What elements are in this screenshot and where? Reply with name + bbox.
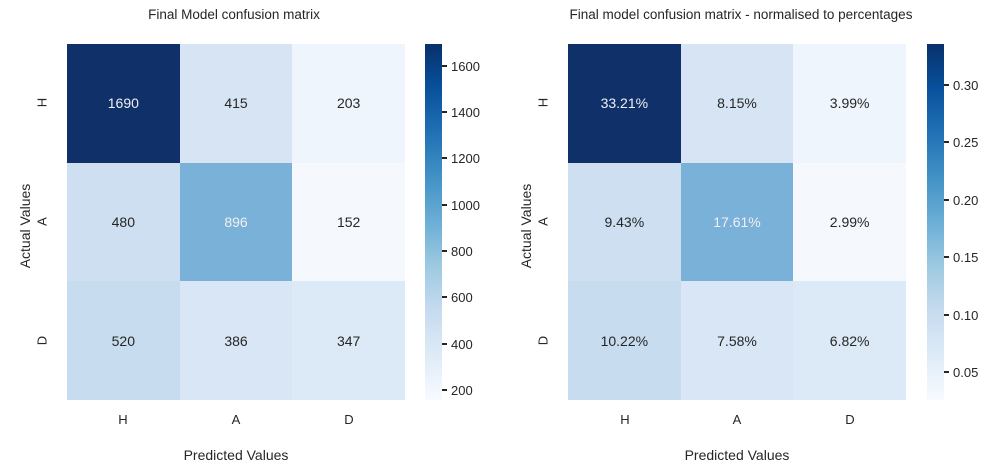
right-colorbar-tick: 0.30 <box>944 77 978 93</box>
heatmap-cell: 152 <box>292 162 405 282</box>
left-x-tick-h: H <box>118 412 128 427</box>
left-x-tick-a: A <box>231 412 241 427</box>
left-colorbar-tick: 1400 <box>442 104 480 120</box>
heatmap-cell: 6.82% <box>793 281 906 400</box>
left-colorbar-tick: 1000 <box>442 197 480 213</box>
left-chart-panel: Final Model confusion matrix Actual Valu… <box>17 7 480 463</box>
heatmap-cell: 203 <box>292 44 405 163</box>
left-colorbar-tick: 600 <box>442 289 473 305</box>
right-x-axis-label: Predicted Values <box>684 447 790 463</box>
heatmap-cell: 386 <box>179 281 293 400</box>
left-y-tick-a: A <box>34 217 50 226</box>
right-y-axis-label: Actual Values <box>518 183 534 269</box>
heatmap-cell: 3.99% <box>793 44 906 163</box>
right-y-tick-h: H <box>535 97 551 108</box>
right-colorbar <box>927 44 944 400</box>
right-chart-title: Final model confusion matrix - normalise… <box>569 7 913 22</box>
left-colorbar-tick: 1600 <box>442 58 480 74</box>
right-x-tick-h: H <box>620 412 630 427</box>
heatmap-cell: 7.58% <box>680 281 794 400</box>
right-colorbar-tick: 0.15 <box>944 249 978 265</box>
left-colorbar <box>425 44 442 400</box>
left-y-tick-d: D <box>34 335 50 346</box>
right-x-tick-d: D <box>845 412 855 427</box>
heatmap-cell: 9.43% <box>568 162 681 282</box>
heatmap-cell: 896 <box>179 162 293 282</box>
left-x-axis-label: Predicted Values <box>183 447 289 463</box>
heatmap-cell: 17.61% <box>680 162 794 282</box>
right-colorbar-tick: 0.05 <box>944 364 978 380</box>
heatmap-cell: 415 <box>179 44 293 163</box>
left-y-axis-label: Actual Values <box>17 183 33 269</box>
heatmap-cell: 520 <box>67 281 180 400</box>
left-colorbar-tick: 200 <box>442 382 473 398</box>
left-colorbar-tick: 800 <box>442 243 473 259</box>
left-heatmap-grid: 1690 415 203 480 896 152 520 386 347 <box>67 44 405 400</box>
heatmap-cell: 33.21% <box>568 44 681 163</box>
heatmap-cell: 8.15% <box>680 44 794 163</box>
right-x-tick-a: A <box>732 412 742 427</box>
left-colorbar-tick: 400 <box>442 336 473 352</box>
right-chart-panel: Final model confusion matrix - normalise… <box>500 0 1000 472</box>
left-y-tick-h: H <box>34 97 50 108</box>
heatmap-cell: 347 <box>292 281 405 400</box>
heatmap-cell: 2.99% <box>793 162 906 282</box>
left-chart-title: Final Model confusion matrix <box>148 7 320 22</box>
left-x-tick-d: D <box>344 412 354 427</box>
heatmap-cell: 10.22% <box>568 281 681 400</box>
right-y-tick-a: A <box>535 217 551 226</box>
right-colorbar-tick: 0.20 <box>944 192 978 208</box>
right-heatmap-grid: 33.21% 8.15% 3.99% 9.43% 17.61% 2.99% 10… <box>568 44 906 400</box>
heatmap-cell: 1690 <box>67 44 180 163</box>
left-colorbar-tick: 1200 <box>442 150 480 166</box>
right-colorbar-tick: 0.10 <box>944 307 978 323</box>
heatmap-cell: 480 <box>67 162 180 282</box>
right-y-tick-d: D <box>535 335 551 346</box>
right-colorbar-tick: 0.25 <box>944 134 978 150</box>
